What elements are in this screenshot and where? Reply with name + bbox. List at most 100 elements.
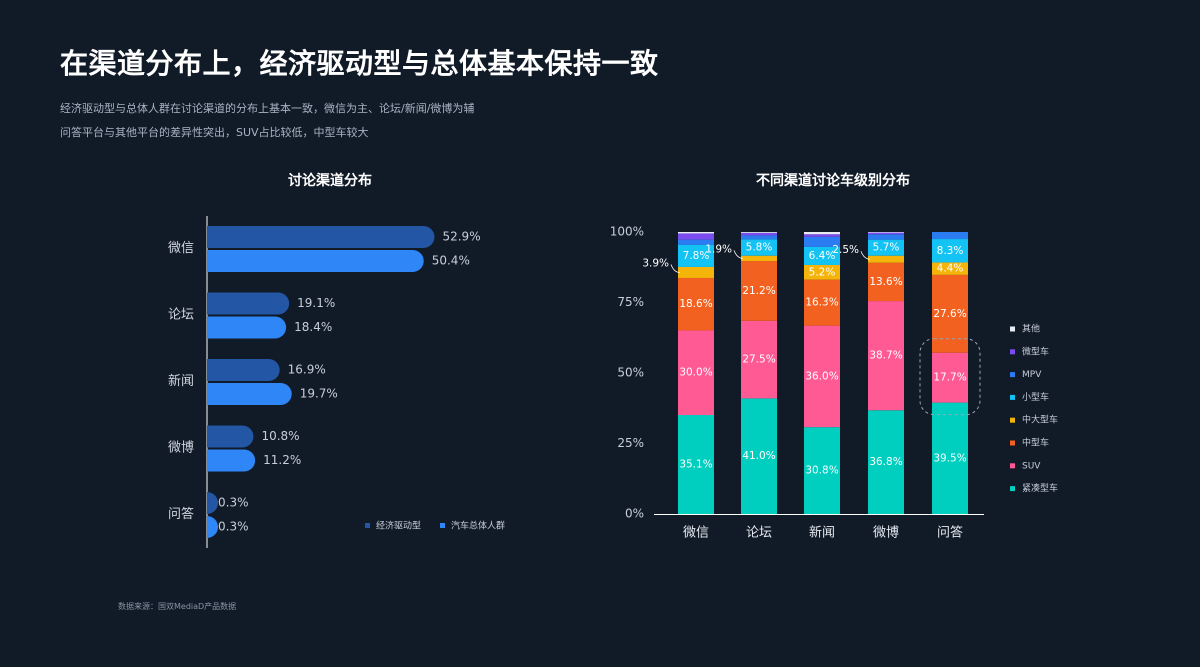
segment-value-label: 36.0% [805, 370, 838, 382]
stack-segment [741, 398, 777, 514]
stack-segment [741, 232, 777, 236]
stack-segment [678, 266, 714, 278]
subtitle-line-1: 经济驱动型与总体人群在讨论渠道的分布上基本一致，微信为主、论坛/新闻/微博为辅 [60, 102, 475, 115]
bar-value-label: 0.3% [218, 496, 249, 510]
bar-economy [207, 492, 218, 514]
y-tick-label: 100% [610, 225, 644, 239]
channel-chart-title: 讨论渠道分布 [288, 173, 372, 189]
legend-label: 紧凑型车 [1022, 482, 1058, 494]
segment-value-label: 21.2% [742, 285, 775, 297]
stack-segment [678, 232, 714, 234]
segment-value-label: 5.2% [809, 266, 836, 278]
bar-value-label: 52.9% [442, 230, 480, 244]
stack-segment [741, 255, 777, 262]
stack-segment [868, 239, 904, 256]
stack-segment [678, 239, 714, 245]
segment-value-label: 13.6% [869, 276, 902, 288]
segment-value-label: 17.7% [933, 372, 966, 384]
bar-overall [207, 449, 256, 472]
stack-segment [932, 274, 968, 353]
bar-value-label: 18.4% [294, 320, 332, 334]
bar-overall [207, 316, 287, 339]
segment-value-label: 30.0% [679, 367, 712, 379]
stack-segment [804, 264, 840, 280]
bar-economy [207, 425, 254, 448]
segment-value-label: 4.4% [937, 263, 964, 275]
callout-value-label: 1.9% [705, 243, 732, 255]
legend-swatch [1010, 486, 1015, 492]
stack-segment [932, 262, 968, 275]
bar-value-label: 19.7% [300, 387, 338, 401]
legend-swatch [1010, 394, 1015, 400]
stack-segment [678, 244, 714, 267]
stack-segment [932, 232, 968, 240]
segment-value-label: 27.5% [742, 354, 775, 366]
legend-label: 中大型车 [1022, 414, 1058, 426]
legend-swatch [440, 523, 445, 528]
stack-segment [932, 352, 968, 403]
stack-segment [932, 402, 968, 514]
x-category-label: 问答 [937, 525, 963, 541]
segment-value-label: 41.0% [742, 450, 775, 462]
legend-swatch [1010, 349, 1015, 355]
y-tick-label: 75% [617, 295, 644, 309]
highlight-box [919, 338, 981, 416]
stack-segment [804, 427, 840, 514]
bar-value-label: 10.8% [261, 429, 299, 443]
channel-distribution-chart: 微信 52.9% 50.4% 论坛 19.1% 18.4% 新闻 16.9% 19.7% 微博 10… [168, 216, 505, 548]
segment-value-label: 36.8% [869, 456, 902, 468]
stack-segment [804, 246, 840, 265]
segment-value-label: 27.6% [933, 308, 966, 320]
stacked-chart-title: 不同渠道讨论车级别分布 [756, 173, 910, 189]
x-category-label: 论坛 [746, 526, 772, 541]
stack-segment [678, 233, 714, 240]
legend-label: 中型车 [1022, 437, 1049, 449]
legend-label: 汽车总体人群 [451, 520, 505, 532]
segment-value-label: 8.3% [937, 245, 964, 257]
bar-economy [207, 226, 435, 248]
stack-segment [678, 330, 714, 416]
bar-value-label: 0.3% [218, 520, 249, 534]
callout-leader [733, 250, 744, 259]
stack-segment [932, 239, 968, 263]
stack-segment [678, 277, 714, 331]
legend-swatch [1010, 372, 1015, 378]
segment-value-label: 5.7% [873, 242, 900, 254]
y-tick-label: 25% [617, 436, 644, 450]
legend-label: 微型车 [1022, 345, 1049, 357]
x-category-label: 新闻 [809, 525, 835, 541]
stack-segment [741, 235, 777, 240]
x-category-label: 微信 [683, 526, 709, 541]
category-label: 微信 [168, 241, 194, 256]
bar-value-label: 19.1% [297, 296, 335, 310]
stack-segment [868, 232, 904, 233]
segment-value-label: 5.8% [746, 242, 773, 254]
bar-overall [207, 516, 218, 538]
category-label: 新闻 [168, 373, 194, 389]
callout-leader [860, 251, 871, 260]
bar-overall [207, 250, 424, 272]
y-tick-label: 50% [617, 366, 644, 380]
bar-value-label: 11.2% [263, 453, 301, 467]
bar-economy [207, 292, 290, 315]
stack-segment [868, 410, 904, 514]
x-category-label: 微博 [873, 526, 899, 541]
stack-segment [741, 261, 777, 321]
segment-value-label: 6.4% [809, 250, 836, 262]
bar-value-label: 16.9% [288, 363, 326, 377]
stack-segment [868, 262, 904, 302]
y-tick-label: 0% [625, 507, 644, 521]
stack-segment [868, 232, 904, 235]
bar-overall [207, 383, 292, 405]
segment-value-label: 16.3% [805, 297, 838, 309]
callout-value-label: 3.9% [642, 257, 669, 269]
stack-segment [868, 234, 904, 240]
legend-swatch [1010, 440, 1015, 446]
stack-segment [804, 232, 840, 235]
data-source-note: 数据来源：国双MediaD产品数据 [118, 602, 237, 611]
legend-swatch [1010, 326, 1015, 332]
stack-segment [741, 232, 777, 233]
segment-value-label: 35.1% [679, 459, 712, 471]
callout-leader [670, 264, 681, 273]
segment-value-label: 38.7% [869, 350, 902, 362]
